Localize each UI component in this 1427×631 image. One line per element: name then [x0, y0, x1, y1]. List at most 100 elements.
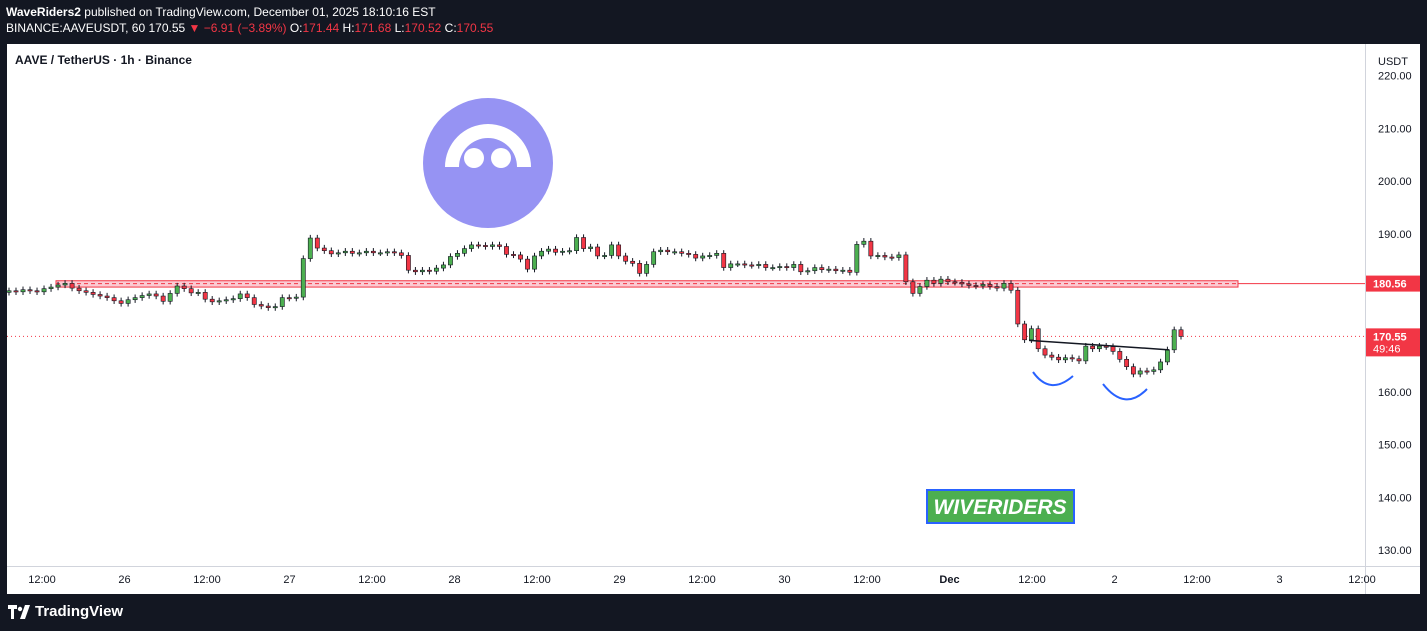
candle-body [1015, 289, 1021, 325]
candle-body [1069, 357, 1075, 360]
candle-body [763, 264, 769, 268]
candle-body [174, 285, 180, 294]
candle-body [833, 268, 839, 272]
candle-body [861, 240, 867, 245]
candle-body [497, 244, 502, 247]
candle-body [742, 263, 748, 266]
price-tick-label: 140.00 [1378, 492, 1412, 504]
candle-body [427, 269, 432, 272]
time-tick-label: 30 [778, 574, 790, 586]
candle-body [735, 263, 741, 266]
candle-body [237, 293, 243, 299]
candle-body [553, 248, 558, 253]
candle-body [1117, 351, 1123, 360]
price-axis-label-bg [1366, 275, 1420, 292]
candle-body [749, 264, 755, 267]
time-tick-label: 27 [283, 574, 295, 586]
candle-body [413, 269, 418, 273]
candle-body [448, 256, 453, 266]
candle-body [209, 298, 215, 303]
publisher-name[interactable]: WaveRiders2 [6, 5, 81, 19]
logo-eye-left [464, 148, 484, 168]
candle-body [160, 295, 166, 302]
candle-body [377, 252, 383, 255]
watermark-badge [926, 489, 1075, 524]
candle-body [490, 244, 495, 247]
candle-body [1144, 370, 1150, 373]
candle-body [1062, 357, 1068, 361]
candle-body [230, 298, 236, 301]
second-bottom-curve [1102, 383, 1148, 401]
candle-body [293, 296, 299, 299]
candle-body [146, 293, 152, 296]
candle-body [181, 285, 187, 289]
open-value: 171.44 [302, 21, 340, 35]
candle-body [349, 250, 355, 254]
candle-body [1164, 349, 1170, 363]
candle-body [62, 283, 68, 286]
candle-body [595, 246, 600, 257]
candle-body [581, 237, 586, 249]
candle-body [300, 258, 306, 298]
candle-body [258, 304, 264, 307]
candle-body [1056, 356, 1062, 361]
publish-header: WaveRiders2 published on TradingView.com… [6, 4, 493, 36]
price-axis-label-bg [1366, 328, 1420, 357]
candle-body [504, 246, 509, 255]
candle-body [707, 255, 713, 257]
chart-canvas[interactable]: USDT220.00210.00200.00190.00180.00170.00… [6, 44, 1420, 594]
candle-body [924, 279, 930, 287]
candle-body [441, 264, 446, 269]
candle-body [342, 250, 348, 254]
logo-arc-shape [445, 124, 531, 167]
candle-body [1001, 283, 1007, 289]
candle-body [1124, 359, 1130, 367]
candle-body [784, 266, 790, 269]
candle-body [384, 251, 390, 254]
candle-body [847, 269, 853, 273]
candle-body [469, 244, 474, 249]
price-tick-label: 210.00 [1378, 123, 1412, 135]
candle-body [952, 281, 958, 284]
high-label: H: [342, 21, 355, 35]
candle-body [798, 264, 804, 273]
symbol-line: BINANCE:AAVEUSDT, 60 [6, 21, 146, 35]
price-tick-label: 160.00 [1378, 387, 1412, 399]
candle-body [272, 306, 278, 309]
price-tick-label: 150.00 [1378, 440, 1412, 452]
candle-body [826, 268, 832, 271]
candle-body [34, 290, 40, 293]
candle-body [539, 250, 544, 257]
low-label: L: [394, 21, 405, 35]
candle-body [987, 284, 993, 287]
candle-body [574, 237, 579, 251]
symbol-legend[interactable]: AAVE / TetherUS · 1h · Binance [15, 53, 192, 67]
candle-body [1110, 346, 1116, 352]
candle-body [1096, 345, 1102, 350]
candle-body [525, 258, 530, 270]
candle-body [1171, 329, 1177, 351]
candle-body [13, 290, 19, 293]
publish-line: WaveRiders2 published on TradingView.com… [6, 4, 493, 20]
candle-body [651, 251, 657, 265]
candle-body [314, 237, 320, 249]
candle-body [321, 247, 327, 251]
candle-body [966, 283, 972, 286]
time-tick-label: 12:00 [28, 574, 56, 586]
candle-body [511, 254, 516, 256]
candle-body [405, 255, 411, 271]
candle-body [97, 294, 103, 297]
candle-body [1158, 361, 1164, 371]
candle-body [1022, 323, 1028, 341]
close-label: C: [444, 21, 457, 35]
time-tick-label: 12:00 [358, 574, 386, 586]
close-value: 170.55 [456, 21, 494, 35]
candle-body [1028, 328, 1034, 341]
candle-body [728, 263, 734, 268]
candle-body [756, 264, 762, 266]
candle-body [588, 246, 593, 249]
candle-body [532, 255, 537, 270]
chart-frame[interactable]: USDT220.00210.00200.00190.00180.00170.00… [6, 44, 1420, 594]
price-tick-label: 190.00 [1378, 229, 1412, 241]
candle-body [980, 284, 986, 287]
